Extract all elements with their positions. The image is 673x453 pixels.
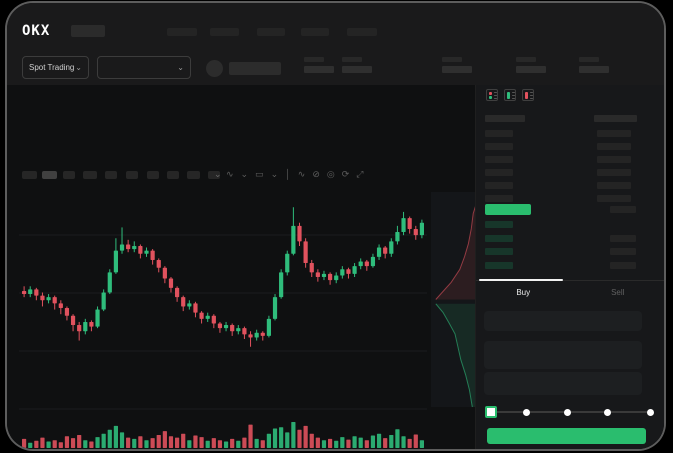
tab-buy[interactable]: Buy xyxy=(516,288,531,297)
orderbook-header-amount xyxy=(594,115,637,122)
buy-submit-button[interactable] xyxy=(487,428,646,444)
nav-item-2[interactable] xyxy=(210,28,239,36)
bid-price-2[interactable] xyxy=(485,234,513,242)
nav-item-4[interactable] xyxy=(301,28,329,36)
trade-tabs: Buy Sell xyxy=(476,285,664,301)
app-window: OKX Spot Trading ⌄ ⌄ ⌄ ∿ ⌄ ▭ ⌄ │ ∿ ⊘ ◎ ⟳ ⤢ xyxy=(7,3,664,449)
depth-chart xyxy=(431,191,479,408)
slider-step-5[interactable] xyxy=(647,409,654,416)
brand-subtitle-placeholder xyxy=(71,25,105,37)
buy-tab-active-indicator xyxy=(479,279,563,281)
ticker-stat-5 xyxy=(579,57,613,75)
last-price-badge xyxy=(485,204,531,215)
chevron-down-icon: ⌄ xyxy=(177,63,184,72)
coin-avatar xyxy=(206,60,223,77)
book-combined-icon[interactable] xyxy=(486,89,498,101)
timeframe-button-7[interactable] xyxy=(147,171,159,179)
top-header: OKX Spot Trading ⌄ ⌄ xyxy=(7,3,664,85)
ask-amount-2[interactable] xyxy=(597,143,631,150)
book-bids-icon[interactable] xyxy=(504,89,516,101)
timeframe-button-4[interactable] xyxy=(83,171,97,179)
amount-slider-track[interactable] xyxy=(491,411,651,413)
ask-amount-4[interactable] xyxy=(597,169,631,176)
timeframe-button-9[interactable] xyxy=(187,171,200,179)
refresh-icon[interactable]: ⟳ xyxy=(341,169,350,179)
bid-price-3[interactable] xyxy=(485,248,513,255)
last-price-amount[interactable] xyxy=(610,206,636,213)
chart-type-icon[interactable]: ▭ xyxy=(255,169,264,179)
screenshot-icon[interactable]: ◎ xyxy=(326,169,335,179)
bid-price-4[interactable] xyxy=(485,261,513,269)
ask-price-4[interactable] xyxy=(485,169,513,176)
chevron-down-icon: ⌄ xyxy=(75,63,82,72)
ticker-stat-4 xyxy=(516,57,550,75)
slider-step-2[interactable] xyxy=(523,409,530,416)
timeframe-more-chevron-icon[interactable]: ⌄ xyxy=(214,169,222,179)
timeframe-button-8[interactable] xyxy=(167,171,179,179)
slider-handle[interactable] xyxy=(485,406,497,418)
pair-search-dropdown[interactable]: ⌄ xyxy=(97,56,191,79)
ask-amount-5[interactable] xyxy=(597,182,631,189)
slider-step-4[interactable] xyxy=(604,409,611,416)
bid-amount-3[interactable] xyxy=(610,248,636,255)
bid-amount-4[interactable] xyxy=(610,261,636,269)
nav-item-1[interactable] xyxy=(167,28,197,36)
ask-price-5[interactable] xyxy=(485,182,513,189)
toolbar-divider: │ xyxy=(285,169,291,179)
okx-logo: OKX xyxy=(22,23,51,39)
bid-amount-2[interactable] xyxy=(610,234,636,242)
ticker-stat-1 xyxy=(304,57,338,75)
trade-tabs-divider xyxy=(476,280,664,281)
chart-toolbar-icons: ∿ ⌄ ▭ ⌄ │ ∿ ⊘ ◎ ⟳ ⤢ xyxy=(226,167,363,182)
nav-item-5[interactable] xyxy=(347,28,377,36)
ask-amount-1[interactable] xyxy=(597,130,631,137)
market-type-label: Spot Trading xyxy=(29,63,75,72)
ask-amount-6[interactable] xyxy=(597,195,631,202)
ask-price-2[interactable] xyxy=(485,143,513,150)
indicator-wave-icon[interactable]: ∿ xyxy=(226,169,234,179)
orderbook-header-price xyxy=(485,115,525,122)
chevron-down-icon[interactable]: ⌄ xyxy=(270,169,279,179)
total-input[interactable] xyxy=(484,372,642,395)
candlestick-chart[interactable] xyxy=(17,185,479,449)
nav-item-3[interactable] xyxy=(257,28,285,36)
draw-tool-icon[interactable]: ⊘ xyxy=(312,169,320,179)
ticker-stat-3 xyxy=(442,57,476,75)
timeframe-button-3[interactable] xyxy=(63,171,75,179)
tab-sell[interactable]: Sell xyxy=(611,288,625,297)
fullscreen-icon[interactable]: ⤢ xyxy=(356,169,364,179)
slider-step-3[interactable] xyxy=(564,409,571,416)
timeframe-button-10[interactable] xyxy=(208,171,220,179)
ask-amount-3[interactable] xyxy=(597,156,631,163)
trade-panel: Buy Sell xyxy=(475,85,664,449)
line-tool-icon[interactable]: ∿ xyxy=(297,169,306,179)
ask-price-3[interactable] xyxy=(485,156,513,163)
ask-price-1[interactable] xyxy=(485,130,513,137)
ticker-stat-2 xyxy=(342,57,376,75)
timeframe-button-5[interactable] xyxy=(105,171,117,179)
market-type-dropdown[interactable]: Spot Trading ⌄ xyxy=(22,56,89,79)
chevron-down-icon[interactable]: ⌄ xyxy=(240,169,249,179)
bid-price-1[interactable] xyxy=(485,221,513,228)
price-input[interactable] xyxy=(484,311,642,331)
ask-price-6[interactable] xyxy=(485,195,513,202)
timeframe-button-6[interactable] xyxy=(126,171,138,179)
timeframe-button-1[interactable] xyxy=(22,171,37,179)
amount-input[interactable] xyxy=(484,341,642,369)
timeframe-button-2[interactable] xyxy=(42,171,57,179)
pair-name-placeholder xyxy=(229,62,281,75)
book-asks-icon[interactable] xyxy=(522,89,534,101)
